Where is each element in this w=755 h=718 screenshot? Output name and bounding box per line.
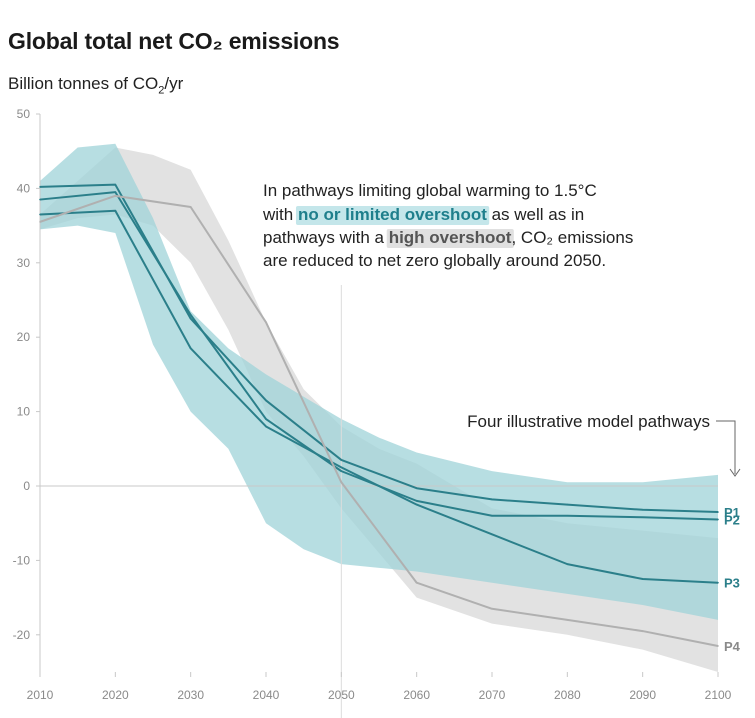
pathway-point-p2 bbox=[114, 191, 117, 193]
high-overshoot-highlight: high overshoot bbox=[389, 228, 512, 247]
arrow-head-icon bbox=[729, 468, 741, 477]
pathway-point-p3 bbox=[189, 347, 192, 350]
x-tick-label: 2070 bbox=[479, 688, 506, 702]
pathway-point-p2 bbox=[39, 198, 41, 201]
pathway-point-p1 bbox=[340, 459, 343, 461]
pathway-point-p4 bbox=[491, 607, 493, 610]
y-axis-label: Billion tonnes of CO2/yr bbox=[8, 74, 184, 97]
y-tick-label: 10 bbox=[17, 405, 31, 419]
annotation-line-4: are reduced to net zero globally around … bbox=[263, 251, 606, 270]
x-tick-label: 2030 bbox=[177, 688, 204, 702]
pathway-point-p1 bbox=[641, 509, 644, 511]
no-overshoot-band bbox=[40, 143, 718, 620]
y-tick-label: 0 bbox=[23, 479, 30, 493]
pathways-note-arrow bbox=[716, 420, 736, 474]
pathway-point-p1 bbox=[189, 317, 192, 320]
pathway-point-p4 bbox=[114, 195, 117, 197]
x-tick-label: 2040 bbox=[253, 688, 280, 702]
chart-title: Global total net CO₂ emissions bbox=[8, 28, 340, 54]
pathway-point-p2 bbox=[491, 514, 493, 517]
pathway-point-p3 bbox=[641, 578, 644, 580]
pathway-point-p4 bbox=[566, 619, 569, 621]
pathway-label-p1: P1 bbox=[724, 505, 740, 520]
pathway-label-p2: P2 bbox=[724, 512, 740, 527]
pathway-point-p2 bbox=[717, 518, 719, 521]
pathway-point-p2 bbox=[340, 470, 343, 472]
pathway-point-p3 bbox=[265, 425, 267, 428]
pathway-point-p1 bbox=[265, 399, 267, 402]
pathway-bands bbox=[40, 143, 718, 673]
highlight-high-overshoot-bg bbox=[386, 229, 514, 248]
pathway-label-p4: P4 bbox=[724, 639, 741, 654]
y-tick-label: -20 bbox=[13, 628, 31, 642]
pathway-point-p3 bbox=[39, 213, 41, 216]
pathway-point-p1 bbox=[491, 498, 493, 501]
x-tick-label: 2060 bbox=[403, 688, 430, 702]
pathway-line-p4 bbox=[39, 194, 719, 647]
pathway-point-p1 bbox=[717, 511, 719, 513]
pathway-point-p2 bbox=[265, 418, 267, 420]
highlight-no-overshoot-bg bbox=[295, 206, 490, 225]
x-tick-label: 2010 bbox=[27, 688, 54, 702]
x-tick-label: 2100 bbox=[705, 688, 732, 702]
annotation-text: In pathways limiting global warming to 1… bbox=[262, 181, 633, 270]
x-tick-label: 2090 bbox=[629, 688, 656, 702]
x-tick-label: 2050 bbox=[328, 688, 355, 702]
pathway-point-p3 bbox=[415, 503, 418, 506]
x-tick-label: 2080 bbox=[554, 688, 581, 702]
y-tick-label: -10 bbox=[13, 553, 31, 567]
pathway-point-p3 bbox=[114, 209, 117, 212]
pathway-line-p3 bbox=[39, 209, 719, 584]
pathway-point-p2 bbox=[415, 500, 418, 502]
pathway-point-p1 bbox=[39, 186, 41, 188]
no-overshoot-highlight: no or limited overshoot bbox=[298, 205, 487, 224]
pathway-point-p3 bbox=[491, 533, 493, 536]
pathway-point-p1 bbox=[566, 503, 569, 506]
y-tick-label: 40 bbox=[17, 181, 31, 195]
y-tick-label: 20 bbox=[17, 330, 31, 344]
pathway-point-p1 bbox=[114, 183, 117, 186]
pathway-point-p2 bbox=[189, 314, 192, 316]
annotation-line-2: with no or limited overshoot as well as … bbox=[262, 205, 584, 224]
y-tick-label: 30 bbox=[17, 256, 31, 270]
pathway-lines bbox=[39, 183, 719, 647]
annotation-line-1: In pathways limiting global warming to 1… bbox=[263, 181, 597, 200]
pathway-point-p3 bbox=[340, 466, 343, 469]
x-tick-label: 2020 bbox=[102, 688, 129, 702]
pathways-note: Four illustrative model pathways bbox=[467, 412, 741, 477]
pathway-point-p2 bbox=[566, 514, 569, 517]
pathway-point-p3 bbox=[717, 581, 719, 584]
pathway-point-p4 bbox=[641, 630, 644, 632]
pathway-point-p4 bbox=[340, 481, 343, 484]
pathway-point-p4 bbox=[717, 645, 719, 647]
pathway-point-p3 bbox=[566, 563, 569, 565]
pathway-label-p3: P3 bbox=[724, 576, 740, 591]
pathway-point-p4 bbox=[39, 221, 41, 223]
pathway-point-p1 bbox=[415, 487, 418, 490]
pathways-note-text: Four illustrative model pathways bbox=[467, 412, 710, 431]
pathway-point-p4 bbox=[265, 321, 267, 324]
pathway-point-p4 bbox=[189, 206, 192, 208]
annotation-line-3: pathways with a high overshoot, CO₂ emis… bbox=[263, 228, 633, 247]
pathway-point-p4 bbox=[415, 581, 418, 584]
pathway-point-p2 bbox=[641, 516, 644, 519]
y-tick-label: 50 bbox=[17, 107, 31, 121]
